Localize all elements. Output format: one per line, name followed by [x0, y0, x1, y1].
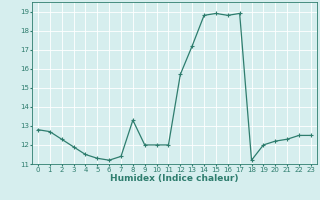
X-axis label: Humidex (Indice chaleur): Humidex (Indice chaleur)	[110, 174, 239, 183]
